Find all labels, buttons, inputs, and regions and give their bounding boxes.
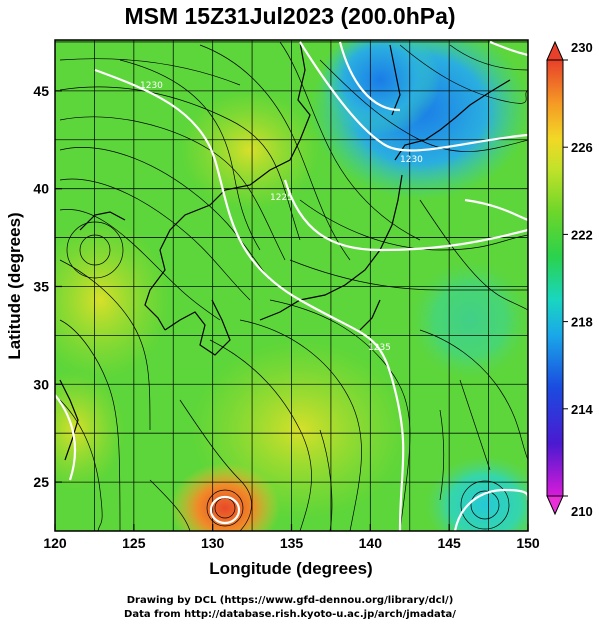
x-tick-label: 135 [280, 535, 304, 551]
map-title: MSM 15Z31Jul2023 (200.0hPa) [124, 3, 455, 29]
y-tick-label: 45 [33, 83, 49, 99]
x-axis-ticks: 120 125 130 135 140 145 150 [43, 524, 540, 551]
svg-text:1235: 1235 [368, 343, 391, 353]
y-tick-label: 25 [33, 474, 49, 490]
grid-lines [54, 40, 529, 531]
colorbar-max-arrow [546, 40, 564, 61]
x-tick-label: 145 [437, 535, 461, 551]
credit-line-2: Data from http://database.rish.kyoto-u.a… [124, 609, 456, 620]
colorbar-tick-label: 210 [571, 504, 593, 519]
x-tick-label: 150 [516, 535, 540, 551]
svg-text:1230: 1230 [140, 81, 163, 91]
y-axis-ticks: 25 30 35 40 45 [33, 83, 62, 490]
colorbar-tick-label: 230 [571, 40, 593, 55]
x-tick-label: 125 [122, 535, 146, 551]
colorbar: 230 226 222 218 214 210 [546, 40, 593, 519]
svg-text:1230: 1230 [400, 155, 423, 165]
colorbar-tick-label: 218 [571, 315, 593, 330]
colorbar-tick-label: 226 [571, 140, 593, 155]
y-tick-label: 35 [33, 278, 49, 294]
coastlines [59, 41, 511, 461]
colorbar-tick-label: 214 [571, 402, 593, 417]
y-axis-label: Latitude (degrees) [5, 212, 24, 359]
x-tick-label: 140 [359, 535, 383, 551]
y-tick-label: 40 [33, 181, 49, 197]
credit-line-1: Drawing by DCL (https://www.gfd-dennou.o… [127, 595, 454, 606]
x-axis-label: Longitude (degrees) [209, 559, 372, 578]
x-tick-label: 120 [43, 535, 67, 551]
shaded-field [55, 40, 528, 531]
contour-labels: 1230 1230 1225 1235 [140, 81, 423, 353]
y-tick-label: 30 [33, 376, 49, 392]
colorbar-tick-label: 222 [571, 227, 593, 242]
x-tick-label: 130 [201, 535, 225, 551]
contours [55, 40, 528, 531]
svg-text:1225: 1225 [270, 193, 293, 203]
colorbar-min-arrow [546, 495, 564, 516]
